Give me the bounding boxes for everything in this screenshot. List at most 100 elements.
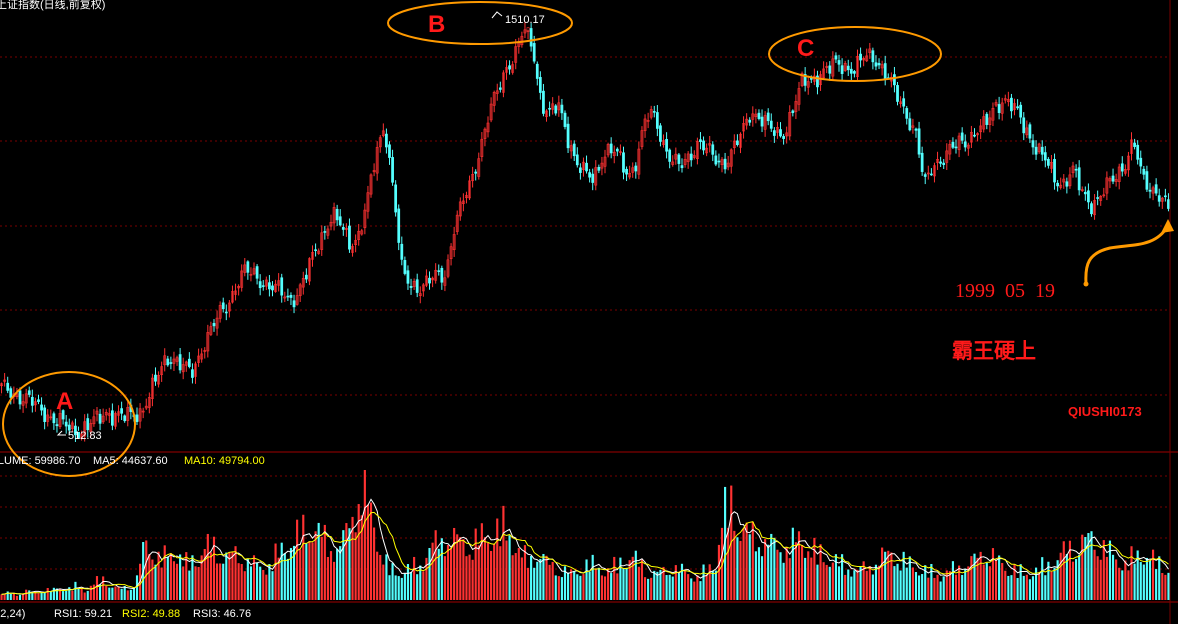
- volume-bar: [483, 537, 487, 600]
- candle-body: [341, 227, 345, 230]
- volume-bar: [985, 562, 988, 600]
- volume-bar: [1121, 570, 1124, 600]
- candle: [954, 139, 958, 154]
- volume-bar: [859, 566, 862, 600]
- candle-body: [311, 252, 314, 260]
- candle: [702, 136, 705, 155]
- candle: [209, 321, 213, 337]
- candle: [748, 117, 752, 126]
- volume-bar: [348, 528, 351, 600]
- volume-bar: [453, 527, 456, 600]
- volume-bar: [884, 551, 887, 600]
- candle: [597, 164, 601, 174]
- candle-body: [400, 243, 404, 260]
- candle: [822, 61, 825, 80]
- candle-body: [1087, 190, 1090, 203]
- candle: [846, 59, 850, 76]
- volume-bar: [474, 528, 477, 600]
- volume-bar: [296, 519, 299, 600]
- volume-bar: [1056, 560, 1059, 600]
- candle-body: [178, 354, 182, 371]
- candle: [837, 54, 841, 72]
- candle: [483, 127, 487, 147]
- candle: [163, 348, 167, 372]
- volume-bar: [603, 576, 607, 600]
- volume-bar: [576, 574, 579, 600]
- volume-bar: [369, 502, 373, 600]
- candle: [274, 279, 277, 293]
- volume-bar: [259, 566, 262, 600]
- volume-bar: [967, 566, 970, 600]
- candle-body: [147, 397, 151, 408]
- candle-body: [1105, 177, 1109, 194]
- candle: [557, 95, 561, 117]
- volume-bar: [175, 563, 179, 600]
- candle: [1111, 168, 1115, 185]
- candle: [840, 58, 844, 80]
- candle: [603, 149, 607, 174]
- volume-bar: [305, 543, 308, 600]
- volume-bar: [1127, 570, 1130, 600]
- candle: [360, 228, 364, 236]
- volume-bar: [206, 533, 209, 600]
- volume-bar: [222, 563, 225, 600]
- candle-body: [154, 374, 157, 382]
- volume-bar: [742, 528, 745, 600]
- volume-bar: [58, 588, 62, 600]
- candle-body: [776, 127, 779, 133]
- candle: [791, 109, 795, 117]
- candle: [686, 151, 690, 169]
- candle: [976, 132, 979, 142]
- volume-bar: [326, 556, 329, 600]
- candle: [61, 409, 65, 425]
- candle-body: [243, 264, 247, 273]
- candle: [252, 262, 256, 276]
- candle: [489, 97, 493, 123]
- volume-bar: [902, 551, 905, 600]
- volume-bar: [619, 557, 622, 600]
- volume-bar: [252, 555, 256, 600]
- candle-body: [440, 267, 444, 283]
- candle: [480, 132, 484, 162]
- candle: [683, 153, 687, 168]
- candle: [612, 145, 616, 164]
- candle: [739, 132, 742, 154]
- high-price-label: 1510.17: [505, 14, 545, 26]
- volume-bar: [9, 593, 12, 600]
- candle-body: [1164, 195, 1167, 198]
- candle: [966, 142, 970, 156]
- volume-bar: [650, 577, 653, 600]
- volume-bar: [440, 538, 443, 600]
- price-candles: [0, 22, 1170, 443]
- candle: [83, 414, 87, 442]
- candle-body: [452, 234, 456, 251]
- candle-body: [871, 50, 875, 63]
- candle: [674, 147, 678, 165]
- candle-body: [936, 159, 939, 163]
- candle-body: [489, 103, 493, 121]
- candle: [0, 382, 3, 394]
- candle-body: [723, 158, 727, 170]
- volume-bar: [225, 552, 228, 600]
- candle-body: [175, 357, 179, 362]
- candle-body: [960, 132, 964, 141]
- candle: [70, 420, 74, 432]
- volume-bar: [123, 585, 126, 600]
- candle: [157, 371, 160, 388]
- volume-bar: [237, 563, 240, 600]
- candle-body: [514, 46, 518, 63]
- volume-bar: [699, 581, 702, 600]
- candle-body: [468, 180, 471, 199]
- candle: [585, 155, 588, 174]
- candle: [646, 112, 650, 129]
- candle-body: [252, 268, 256, 275]
- candle-body: [271, 285, 274, 291]
- candle: [609, 137, 613, 159]
- candle-body: [917, 128, 921, 155]
- candle-body: [354, 240, 357, 245]
- candle: [942, 159, 946, 169]
- candle: [486, 116, 490, 138]
- volume-bar: [379, 554, 382, 600]
- candle-body: [166, 358, 170, 366]
